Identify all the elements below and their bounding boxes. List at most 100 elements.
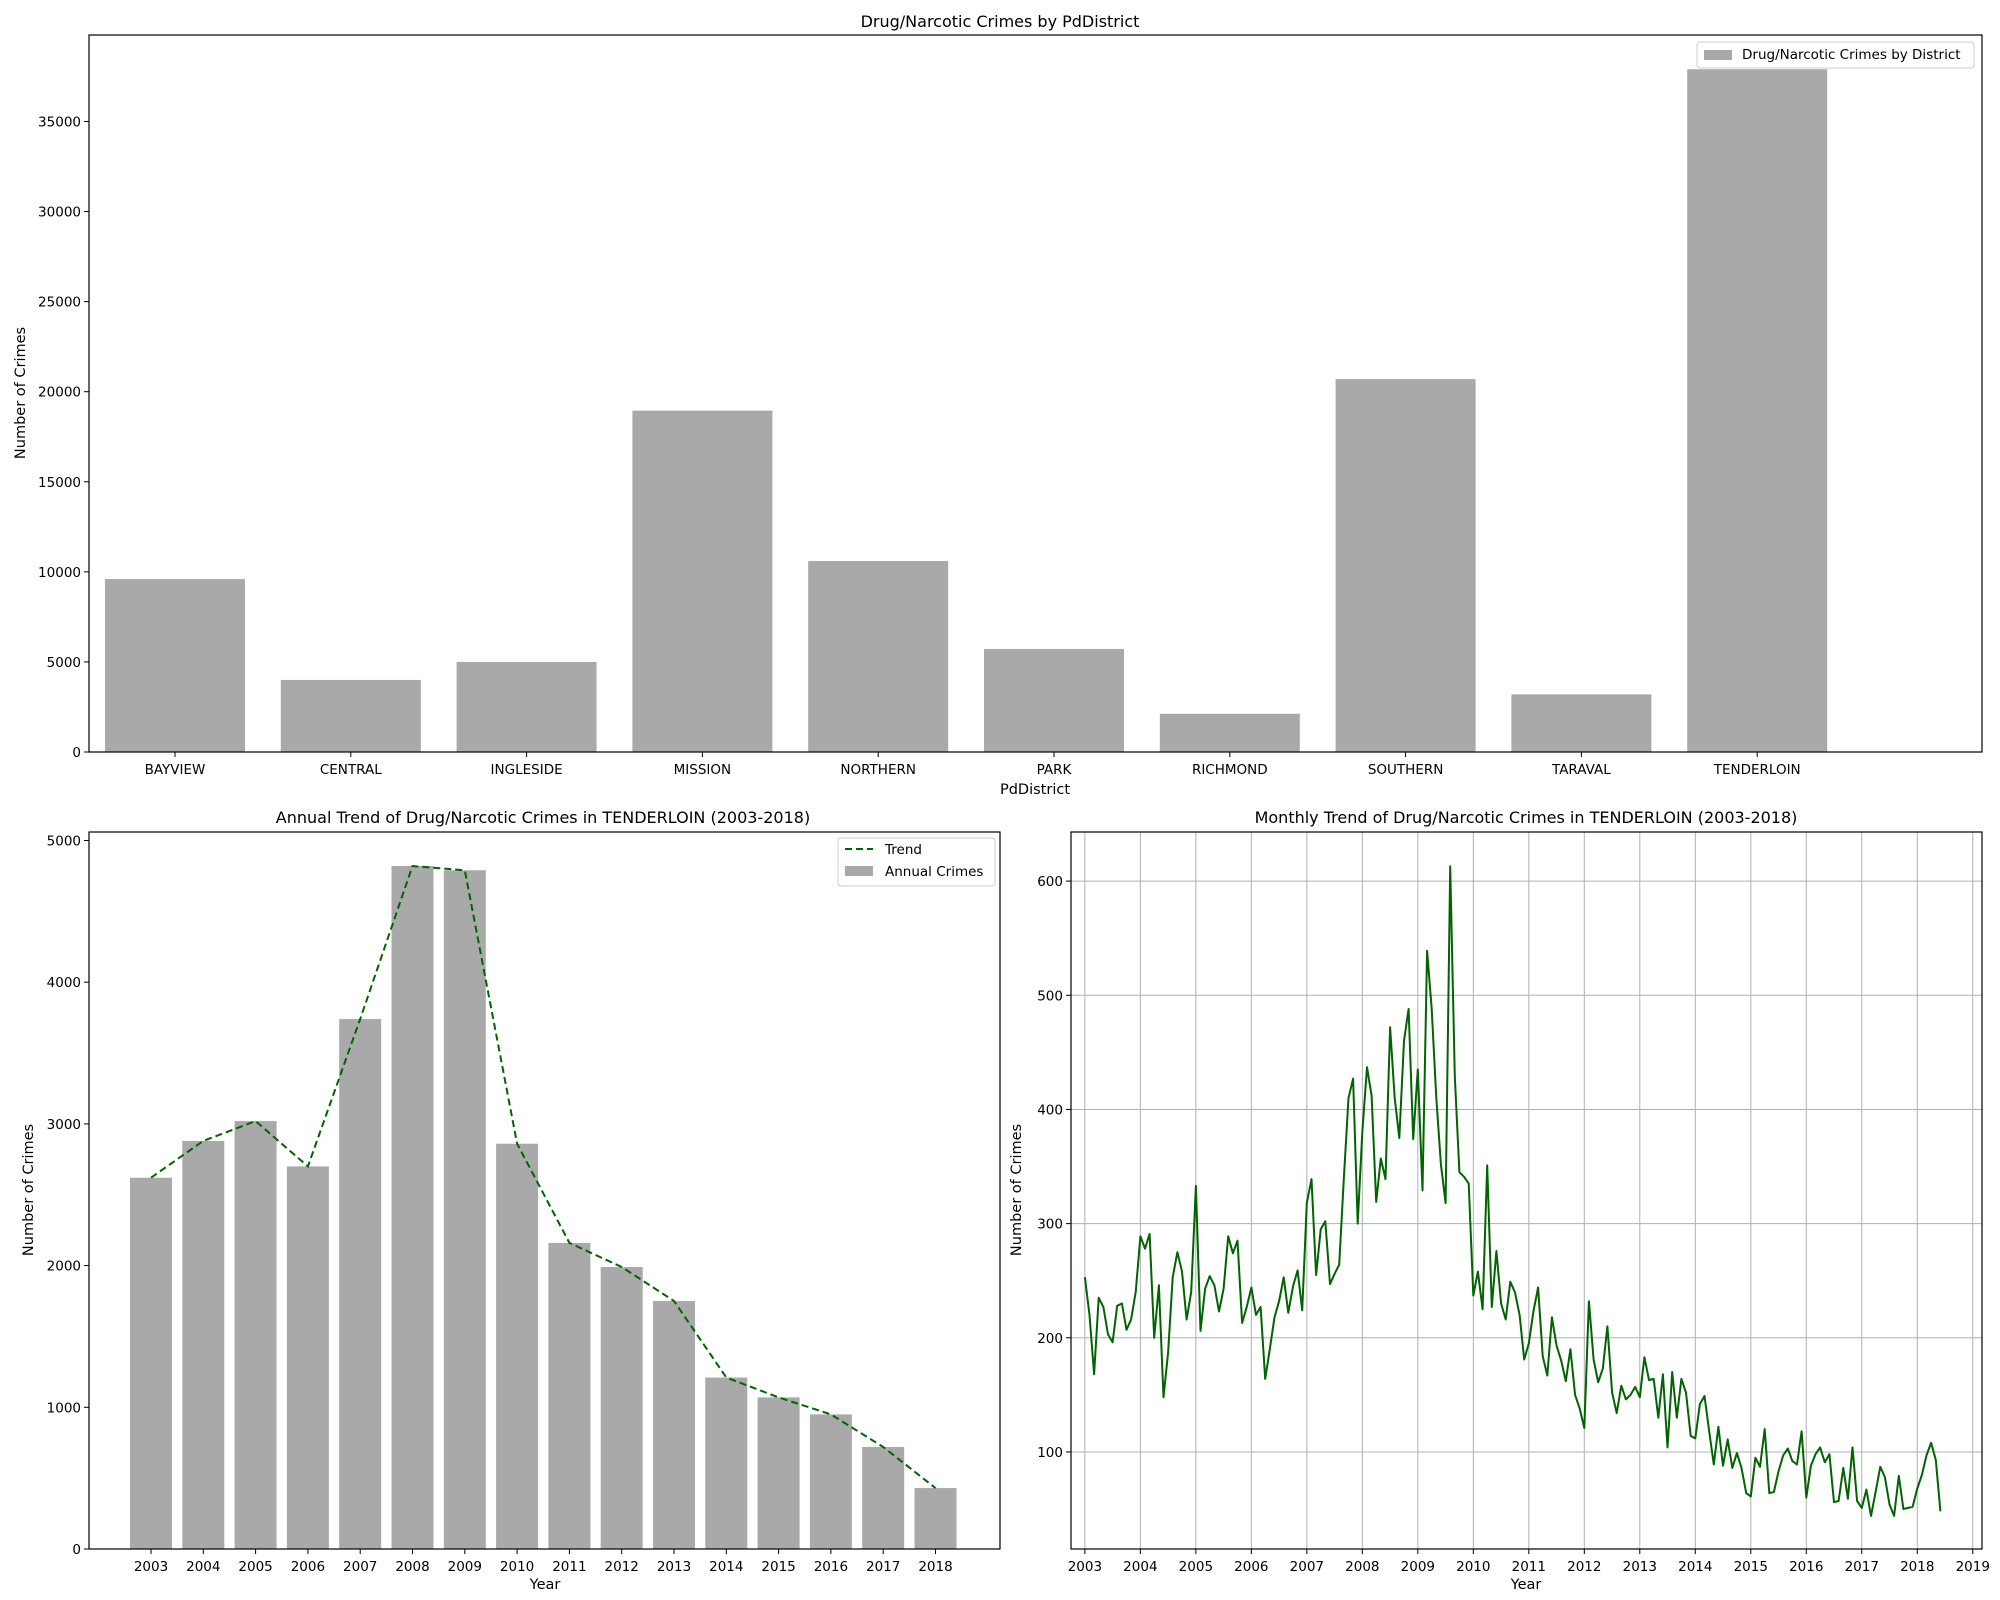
- x-tick-label: 2007: [1290, 1559, 1324, 1575]
- district-bar: [984, 648, 1124, 752]
- x-tick-label: 2019: [1956, 1559, 1990, 1575]
- x-tick-label: 2017: [1845, 1559, 1879, 1575]
- x-tick-label: INGLESIDE: [491, 762, 563, 778]
- x-tick-label: 2018: [1900, 1559, 1934, 1575]
- y-tick-label: 15000: [38, 475, 81, 491]
- x-tick-label: 2003: [134, 1559, 168, 1575]
- x-tick-label: 2005: [238, 1559, 272, 1575]
- annual-bar: [443, 870, 486, 1549]
- y-tick-label: 100: [1037, 1445, 1063, 1461]
- annual-trend-line: [150, 864, 937, 1489]
- y-tick-label: 0: [72, 1542, 81, 1558]
- x-tick-label: 2003: [1068, 1559, 1102, 1575]
- monthly-trend-chart: Monthly Trend of Drug/Narcotic Crimes in…: [1009, 808, 1990, 1593]
- x-tick-label: 2018: [918, 1559, 952, 1575]
- y-tick-label: 300: [1037, 1217, 1063, 1233]
- district-bar: [1511, 694, 1652, 752]
- x-tick-label: 2012: [1567, 1559, 1601, 1575]
- x-tick-label: TARAVAL: [1551, 762, 1611, 778]
- annual-bar: [862, 1446, 905, 1549]
- y-tick-label: 5000: [47, 834, 81, 850]
- x-tick-label: 2004: [186, 1559, 220, 1575]
- y-tick-label: 30000: [38, 205, 81, 221]
- district-bar: [632, 410, 773, 752]
- district-legend-swatch: [1704, 50, 1732, 60]
- annual-bar: [757, 1397, 800, 1549]
- annual-bar: [496, 1143, 539, 1549]
- x-tick-label: 2009: [448, 1559, 482, 1575]
- x-tick-label: 2013: [1623, 1559, 1657, 1575]
- x-tick-label: 2008: [1345, 1559, 1379, 1575]
- y-tick-label: 10000: [38, 565, 81, 581]
- x-tick-label: 2011: [1512, 1559, 1546, 1575]
- x-tick-label: 2012: [605, 1559, 639, 1575]
- annual-y-ticks: 0 1000 2000 3000 4000 5000: [47, 834, 89, 1558]
- x-tick-label: 2010: [500, 1559, 534, 1575]
- monthly-line: [1083, 865, 1942, 1517]
- monthly-chart-title: Monthly Trend of Drug/Narcotic Crimes in…: [1255, 808, 1798, 827]
- x-tick-label: 2009: [1401, 1559, 1435, 1575]
- x-tick-label: 2016: [1789, 1559, 1823, 1575]
- annual-legend-trend-label: Trend: [884, 842, 922, 858]
- x-tick-label: 2015: [1734, 1559, 1768, 1575]
- x-tick-label: 2007: [343, 1559, 377, 1575]
- y-tick-label: 2000: [47, 1259, 81, 1275]
- district-legend-label: Drug/Narcotic Crimes by District: [1742, 47, 1961, 63]
- district-y-ticks: 0 5000 10000 15000 20000 25000 30000 35000: [38, 114, 89, 761]
- district-legend: Drug/Narcotic Crimes by District: [1696, 41, 1975, 69]
- annual-bar: [391, 866, 434, 1549]
- x-tick-label: 2010: [1456, 1559, 1490, 1575]
- annual-bars: [130, 866, 957, 1549]
- x-tick-label: 2017: [866, 1559, 900, 1575]
- annual-bar: [286, 1166, 329, 1549]
- x-tick-label: 2013: [657, 1559, 691, 1575]
- annual-trend-chart: Annual Trend of Drug/Narcotic Crimes in …: [21, 808, 1001, 1593]
- x-tick-label: NORTHERN: [840, 762, 916, 778]
- district-bar: [456, 661, 597, 752]
- y-tick-label: 25000: [38, 295, 81, 311]
- annual-bar: [809, 1414, 852, 1549]
- x-tick-label: TENDERLOIN: [1713, 762, 1801, 778]
- annual-y-axis-label: Number of Crimes: [21, 1124, 37, 1256]
- y-tick-label: 20000: [38, 385, 81, 401]
- x-tick-label: MISSION: [674, 762, 731, 778]
- y-tick-label: 35000: [38, 114, 81, 130]
- annual-bar: [653, 1301, 695, 1549]
- annual-x-axis-label: Year: [529, 1577, 561, 1593]
- annual-legend-bar-swatch: [845, 866, 873, 876]
- y-tick-label: 3000: [47, 1117, 81, 1133]
- x-tick-label: 2014: [1678, 1559, 1712, 1575]
- annual-chart-title: Annual Trend of Drug/Narcotic Crimes in …: [276, 808, 810, 827]
- x-tick-label: 2016: [814, 1559, 848, 1575]
- district-bar: [808, 561, 949, 752]
- monthly-x-ticks: 2003 2004 2005 2006 2007 2008 2009 2010 2011 2012…: [1068, 1549, 1990, 1575]
- x-tick-label: 2005: [1179, 1559, 1213, 1575]
- x-tick-label: PARK: [1037, 762, 1073, 778]
- x-tick-label: 2008: [395, 1559, 429, 1575]
- district-bar: [1335, 379, 1476, 752]
- district-bar: [1687, 69, 1828, 753]
- annual-bar: [339, 1019, 382, 1549]
- y-tick-label: 1000: [47, 1400, 81, 1416]
- annual-bar: [130, 1177, 172, 1549]
- annual-bar: [705, 1377, 748, 1549]
- x-tick-label: 2014: [709, 1559, 743, 1575]
- annual-x-ticks: 2003 2004 2005 2006 2007 2008 2009 2010 2011 2012…: [134, 1549, 953, 1575]
- x-tick-label: 2015: [761, 1559, 795, 1575]
- y-tick-label: 5000: [47, 655, 81, 671]
- y-tick-label: 4000: [47, 975, 81, 991]
- monthly-axes-frame: [1070, 831, 1983, 1550]
- y-tick-label: 200: [1037, 1331, 1063, 1347]
- x-tick-label: 2006: [291, 1559, 325, 1575]
- y-tick-label: 600: [1037, 874, 1063, 890]
- y-tick-label: 0: [72, 745, 81, 761]
- x-tick-label: BAYVIEW: [145, 762, 206, 778]
- annual-axes-frame: [88, 831, 1001, 1550]
- annual-legend-bar-label: Annual Crimes: [885, 864, 983, 880]
- x-tick-label: RICHMOND: [1192, 762, 1268, 778]
- annual-bar: [234, 1121, 277, 1549]
- district-x-axis-label: PdDistrict: [1000, 782, 1070, 798]
- district-bar-chart: Drug/Narcotic Crimes by PdDistrict 0 5000…: [13, 12, 1983, 798]
- x-tick-label: CENTRAL: [320, 762, 382, 778]
